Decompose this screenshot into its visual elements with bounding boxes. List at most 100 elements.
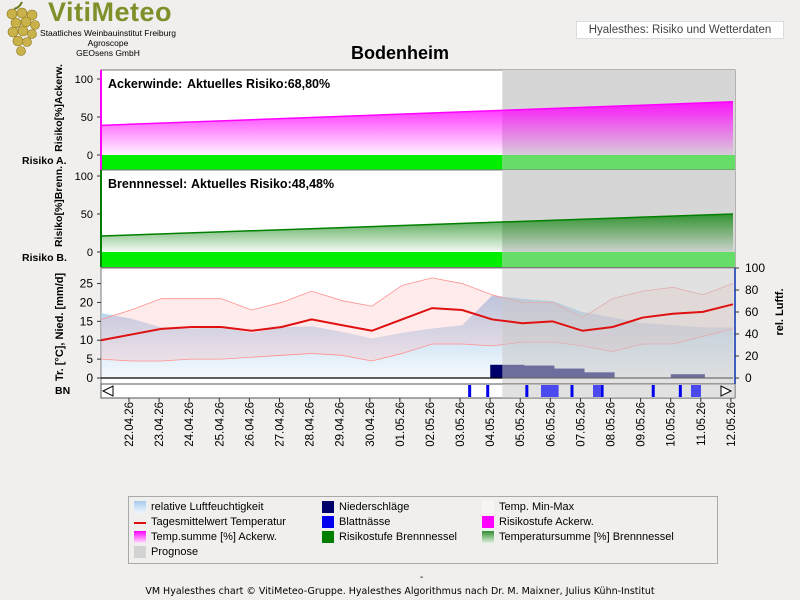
tempsum-line-1 [100, 213, 734, 237]
xtick-label: 22.04.26 [124, 402, 136, 447]
legend-label: Temp.summe [%] Ackerw. [151, 531, 277, 543]
risk-bar-forecast-0 [502, 155, 735, 170]
leaf-wetness-mark [570, 385, 574, 397]
legend-swatch [134, 531, 146, 543]
y2tick-label: 80 [745, 283, 759, 297]
xtick-label: 01.05.26 [395, 402, 407, 447]
footer: VM Hyalesthes chart © VitiMeteo-Gruppe. … [145, 586, 655, 597]
xtick-label: 05.05.26 [515, 402, 527, 447]
legend-item: Prognose [134, 546, 199, 559]
y2tick-label: 40 [745, 327, 759, 341]
legend-label: Risikostufe Brennnessel [339, 531, 458, 543]
bn-forecast [502, 384, 735, 398]
xtick-label: 06.05.26 [545, 402, 557, 447]
legend: relative Luftfeuchtigkeit Niederschläge Te… [128, 496, 718, 564]
leaf-wetness-mark [651, 385, 655, 397]
legend-swatch [322, 501, 334, 513]
xtick-label: 11.05.26 [696, 402, 708, 446]
ytick-label: 50 [81, 209, 93, 221]
legend-item: Risikostufe Ackerw. [482, 516, 594, 529]
ytick-label: 0 [86, 371, 93, 385]
leaf-wetness-mark [600, 385, 604, 397]
leaf-wetness-mark [678, 385, 682, 397]
tempsum-area-0 [101, 101, 733, 155]
scroll-right-icon [720, 385, 733, 397]
ytick-label: 100 [75, 171, 93, 183]
panel-title-1: Brennnessel: [108, 177, 187, 191]
panel-risk-1: Aktuelles Risiko:48,48% [191, 177, 334, 191]
xtick-label: 26.04.26 [244, 402, 256, 447]
y2tick-label: 0 [745, 371, 752, 385]
legend-item: Tagesmittelwert Temperatur [134, 516, 286, 529]
xtick-label: 28.04.26 [305, 402, 317, 447]
ytick-label: 20 [80, 295, 94, 309]
brand-title: VitiMeteo [48, 0, 173, 27]
leaf-wetness-mark [525, 385, 529, 397]
leaf-wetness-block [691, 385, 701, 397]
chart-title: Bodenheim [350, 43, 449, 63]
y2tick-label: 60 [745, 305, 759, 319]
leaf-wetness-block [541, 385, 558, 397]
xtick-label: 24.04.26 [184, 402, 196, 447]
legend-label: Blattnässe [339, 516, 391, 528]
legend-item: Blattnässe [322, 516, 391, 529]
risk-bar-0 [101, 155, 503, 170]
xtick-label: 09.05.26 [636, 402, 648, 447]
legend-swatch [322, 516, 334, 528]
scroll-left-icon [101, 385, 114, 397]
legend-item: Temp.summe [%] Ackerw. [134, 531, 277, 544]
legend-item: Niederschläge [322, 501, 410, 514]
legend-swatch [134, 522, 146, 524]
xtick-label: 02.05.26 [425, 402, 437, 447]
xtick-label: 25.04.26 [214, 402, 226, 447]
temp-mean-line [100, 303, 734, 342]
ytick-label: 50 [81, 112, 93, 124]
legend-swatch [134, 501, 146, 513]
risk-bar-forecast-1 [502, 252, 735, 267]
xtick-label: 10.05.26 [666, 402, 678, 447]
page-badge: Hyalesthes: Risiko und Wetterdaten [576, 21, 784, 39]
leaf-wetness-mark [468, 385, 472, 397]
y2tick-label: 20 [745, 349, 759, 363]
leaf-wetness-mark [486, 385, 490, 397]
panel-ylabel-1: Risiko[%]Brenn. [53, 166, 65, 247]
xtick-label: 04.05.26 [485, 402, 497, 447]
legend-swatch [134, 546, 146, 558]
xtick-label: 03.05.26 [455, 402, 467, 447]
leaf-wetness-block [593, 385, 601, 397]
xtick-label: 30.04.26 [365, 402, 377, 447]
legend-label: Temperatursumme [%] Brennnessel [499, 531, 674, 543]
xtick-label: 12.05.26 [726, 402, 738, 447]
legend-label: Risikostufe Ackerw. [499, 516, 594, 528]
xtick-label: 07.05.26 [575, 402, 587, 447]
risk-bar-1 [101, 252, 503, 267]
ytick-label: 100 [75, 74, 93, 86]
tempsum-line-0 [100, 101, 734, 127]
y2tick-label: 100 [745, 261, 765, 275]
panel-side-label-0: Risiko A. [22, 155, 67, 167]
ytick-label: 0 [87, 150, 93, 162]
xtick-label: 23.04.26 [154, 402, 166, 447]
ytick-label: 5 [86, 352, 93, 366]
legend-item: relative Luftfeuchtigkeit [134, 501, 264, 514]
panel-risk-0: Aktuelles Risiko:68,80% [187, 77, 330, 91]
legend-label: Niederschläge [339, 501, 410, 513]
xtick-label: 08.05.26 [606, 402, 618, 447]
panel-side-label-1: Risiko B. [22, 252, 67, 264]
legend-swatch [322, 531, 334, 543]
footer-dash: - [420, 572, 424, 583]
tempsum-area-1 [101, 214, 733, 252]
weather-ylabel2: rel. Luftf. [774, 288, 786, 335]
legend-label: Tagesmittelwert Temperatur [151, 516, 286, 528]
weather-ylabel: Tr. [°C], Nied. [mm/d] [54, 273, 66, 382]
ytick-label: 10 [80, 333, 94, 347]
legend-label: Temp. Min-Max [499, 501, 575, 513]
panel-ylabel-0: Risiko[%]Ackerw. [53, 64, 65, 152]
legend-label: relative Luftfeuchtigkeit [151, 501, 264, 513]
panel-title-0: Ackerwinde: [108, 77, 182, 91]
legend-label: Prognose [151, 546, 199, 558]
ytick-label: 15 [80, 314, 94, 328]
xtick-label: 29.04.26 [335, 402, 347, 447]
legend-swatch [482, 501, 494, 513]
